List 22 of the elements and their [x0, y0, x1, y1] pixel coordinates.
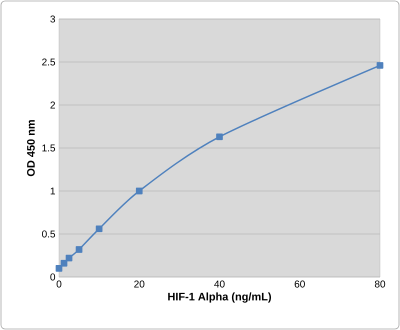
x-tick-label: 20 — [134, 280, 144, 288]
x-tick-label: 0 — [56, 280, 62, 288]
y-tick-label: 0 — [50, 273, 56, 281]
x-tick-label: 60 — [294, 280, 305, 288]
point — [136, 188, 143, 194]
point — [60, 260, 68, 267]
x-axis-title: HIF-1 Alpha (ng/mL) — [168, 292, 272, 303]
point — [56, 265, 62, 272]
point — [66, 254, 72, 262]
y-tick-label: 1.5 — [42, 144, 56, 152]
point — [376, 62, 384, 69]
point — [76, 246, 82, 253]
y-tick-label: 1 — [50, 188, 55, 194]
y-tick-label: 3 — [50, 15, 56, 23]
point — [216, 133, 223, 140]
y-axis-title: OD 450 nm — [27, 120, 35, 176]
y-tick-label: 0.5 — [42, 230, 56, 238]
x-tick-label: 40 — [214, 280, 225, 288]
x-tick-label: 80 — [374, 280, 386, 288]
y-tick-label: 2.5 — [42, 58, 56, 66]
y-tick-label: 2 — [50, 102, 55, 108]
point — [96, 226, 102, 232]
